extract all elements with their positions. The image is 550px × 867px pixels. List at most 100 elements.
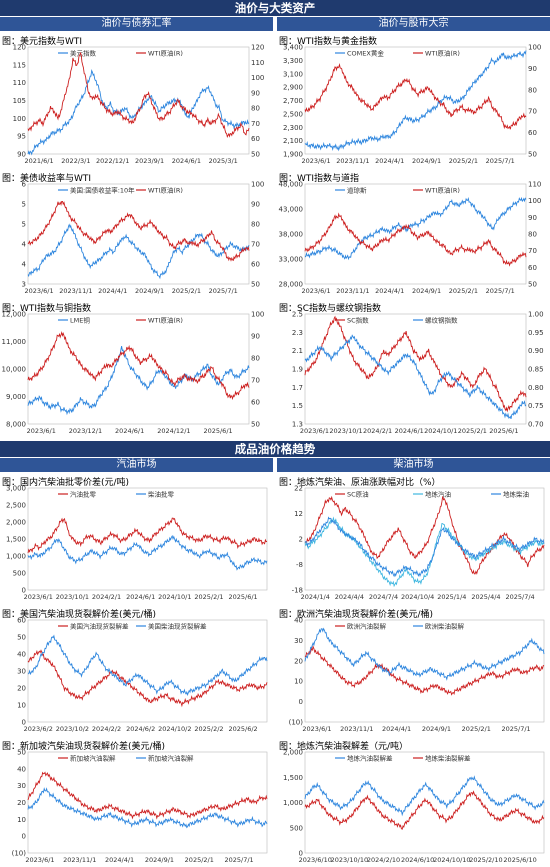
y-tick-label: 0 (22, 833, 26, 841)
y-tick-label: 2,300 (283, 124, 303, 132)
x-tick-label: 2024/10/2 (158, 725, 191, 733)
chart-panel-p6: 图：SC指数与螺纹钢指数 1.3 1.5 1.7 1.9 2.1 2.3 2.5 0.70 0.7… (277, 300, 550, 438)
legend-label: 柴油批零 (148, 490, 175, 499)
y-tick-label: 30 (17, 668, 26, 676)
series-line-1 (27, 634, 268, 697)
y-tick-label: 105 (13, 97, 26, 105)
series-line-0 (27, 649, 268, 708)
legend-label: 螺纹钢指数 (425, 316, 458, 325)
y2-tick-label: 1.00 (528, 311, 544, 319)
x-tick-label: 2025/6/1 (203, 427, 232, 435)
series-line-0 (304, 196, 527, 261)
y-tick-label: 2.3 (292, 329, 303, 337)
x-tick-label: 2025/2/1 (458, 427, 487, 435)
chart-title: 图：WTI指数与道指 (279, 174, 360, 184)
y2-tick-label: 0.90 (528, 347, 544, 355)
y-tick-label: 1.7 (292, 384, 303, 392)
chart-svg: 90 95 100 105 110 115 120 50 60 70 80 90 100 110 120 20… (13, 44, 265, 166)
chart-svg: 1,900 2,100 2,300 2,500 2,700 2,900 3,100 3,300… (283, 44, 541, 166)
x-tick-label: 2025/6/10 (503, 856, 536, 864)
x-tick-label: 2024/4/1 (98, 287, 127, 295)
x-tick-label: 2022/12/1 (96, 157, 129, 165)
y-tick-label: 1.9 (292, 366, 303, 374)
x-tick-label: 2024/4/1 (382, 725, 411, 733)
x-tick-label: 2024/4/1 (375, 157, 404, 165)
chart-title: 图：欧洲汽柴油现货裂解价差(美元/桶) (279, 610, 434, 620)
y-tick-label: 10,000 (2, 366, 27, 374)
y-tick-label: 11,000 (2, 338, 27, 346)
y-tick-label: 10 (17, 702, 26, 710)
y-tick-label: 2.1 (292, 347, 303, 355)
y-tick-label: 12 (294, 510, 303, 518)
x-tick-label: 2024/9/1 (422, 725, 451, 733)
y2-tick-label: 70 (528, 247, 537, 255)
chart-title: 图：美债收益率与WTI (2, 174, 92, 184)
y2-tick-label: 70 (528, 108, 537, 116)
chart-panel-p1: 图：美元指数与WTI 90 95 100 105 110 115 120 50 60 70 80 90 1… (0, 33, 273, 168)
legend-label: WTI原油(R) (425, 186, 460, 195)
legend-label: 地炼汽油裂解差 (347, 754, 393, 763)
chart-title: 图：国内汽柴油批零价差(元/吨) (2, 478, 130, 488)
series-line-1 (304, 212, 527, 267)
plot-frame (304, 46, 527, 155)
plot-frame (304, 313, 527, 425)
y-tick-label: 30 (17, 782, 26, 790)
chart-svg: (10) 0 10 20 30 40 2023/6/1 2023/11/1 2024/4/1 20… (289, 617, 545, 733)
x-tick-label: 2025/4/4 (471, 593, 500, 601)
y2-tick-label: 60 (251, 399, 260, 407)
legend-label: 美国汽油现货裂解差 (70, 622, 129, 631)
chart-title: 图：地炼汽柴油、原油涨跌幅对比（%） (279, 478, 441, 488)
y2-tick-label: 100 (251, 74, 264, 82)
chart-panel-p3: 图：美债收益率与WTI 3 4 4 5 5 6 50 60 70 80 90 100 2023/6/1 20… (0, 170, 273, 298)
x-tick-label: 2023/6/10 (299, 856, 332, 864)
x-tick-label: 2024/9/1 (135, 287, 164, 295)
subheader-stock-commodity: 油价与股市大宗 (277, 17, 550, 31)
x-tick-label: 2023/6/1 (24, 287, 53, 295)
chart-svg: 28,000 33,000 38,000 43,000 48,000 50 60 70 80 90… (279, 181, 542, 296)
chart-panel-p4: 图：WTI指数与道指 28,000 33,000 38,000 43,000 48,000… (277, 170, 550, 298)
y-tick-label: 3,100 (283, 70, 303, 78)
y-tick-label: 2,700 (283, 97, 303, 105)
y-tick-label: 5 (22, 201, 26, 209)
y2-tick-label: 0.95 (528, 329, 544, 337)
series-line-1 (304, 627, 545, 681)
x-tick-label: 2024/7/4 (369, 593, 398, 601)
legend-label: SC指数 (347, 316, 369, 325)
chart-panel-p8: 图：地炼汽柴油、原油涨跌幅对比（%） -18 -8 2 12 22 2024/1/4 2024… (277, 474, 550, 604)
legend-label: 美元指数 (70, 49, 97, 58)
plot-frame (304, 487, 545, 591)
chart-title: 图：SC指数与螺纹钢指数 (279, 304, 381, 314)
y2-tick-label: 100 (528, 44, 541, 52)
series-line-0 (27, 223, 250, 280)
x-tick-label: 2025/7/1 (225, 856, 254, 864)
x-tick-label: 2023/10/2 (56, 725, 89, 733)
legend-label: 欧洲柴油裂解 (425, 622, 465, 631)
x-tick-label: 2024/10/1 (424, 427, 457, 435)
x-tick-label: 2024/2/2 (92, 725, 121, 733)
y2-tick-label: 100 (251, 181, 264, 189)
x-tick-label: 2024/6/1 (172, 157, 201, 165)
plot-frame (27, 313, 250, 425)
section-title-products: 成品油价格趋势 (0, 441, 550, 457)
series-line-0 (304, 50, 527, 152)
legend-label: 道琼斯 (347, 186, 367, 195)
y2-tick-label: 60 (528, 129, 537, 137)
y-tick-label: 2,500 (283, 110, 303, 118)
chart-panel-p5: 图：WTI指数与铜指数 8,000 9,000 10,000 11,000 12,000 5… (0, 300, 273, 438)
y-tick-label: 95 (17, 133, 26, 141)
y-tick-label: 40 (294, 617, 303, 625)
x-tick-label: 2024/4/4 (335, 593, 364, 601)
y-tick-label: 1,000 (283, 799, 303, 807)
y-tick-label: 1,900 (283, 151, 303, 159)
y-tick-label: 2,000 (283, 749, 303, 757)
y2-tick-label: 0.85 (528, 366, 544, 374)
y2-tick-label: 50 (528, 151, 537, 159)
legend-label: 新加坡汽油裂解 (148, 754, 194, 763)
y-tick-label: 115 (13, 61, 26, 69)
y-tick-label: (10) (12, 850, 27, 858)
y2-tick-label: 50 (251, 421, 260, 429)
plot-frame (304, 183, 527, 285)
chart-panel-p9: 图：美国汽柴油现货裂解价差(美元/桶) 0 10 20 30 40 50 60 2023/6/2… (0, 606, 273, 736)
y2-tick-label: 60 (528, 264, 537, 272)
series-line-0 (27, 771, 268, 820)
